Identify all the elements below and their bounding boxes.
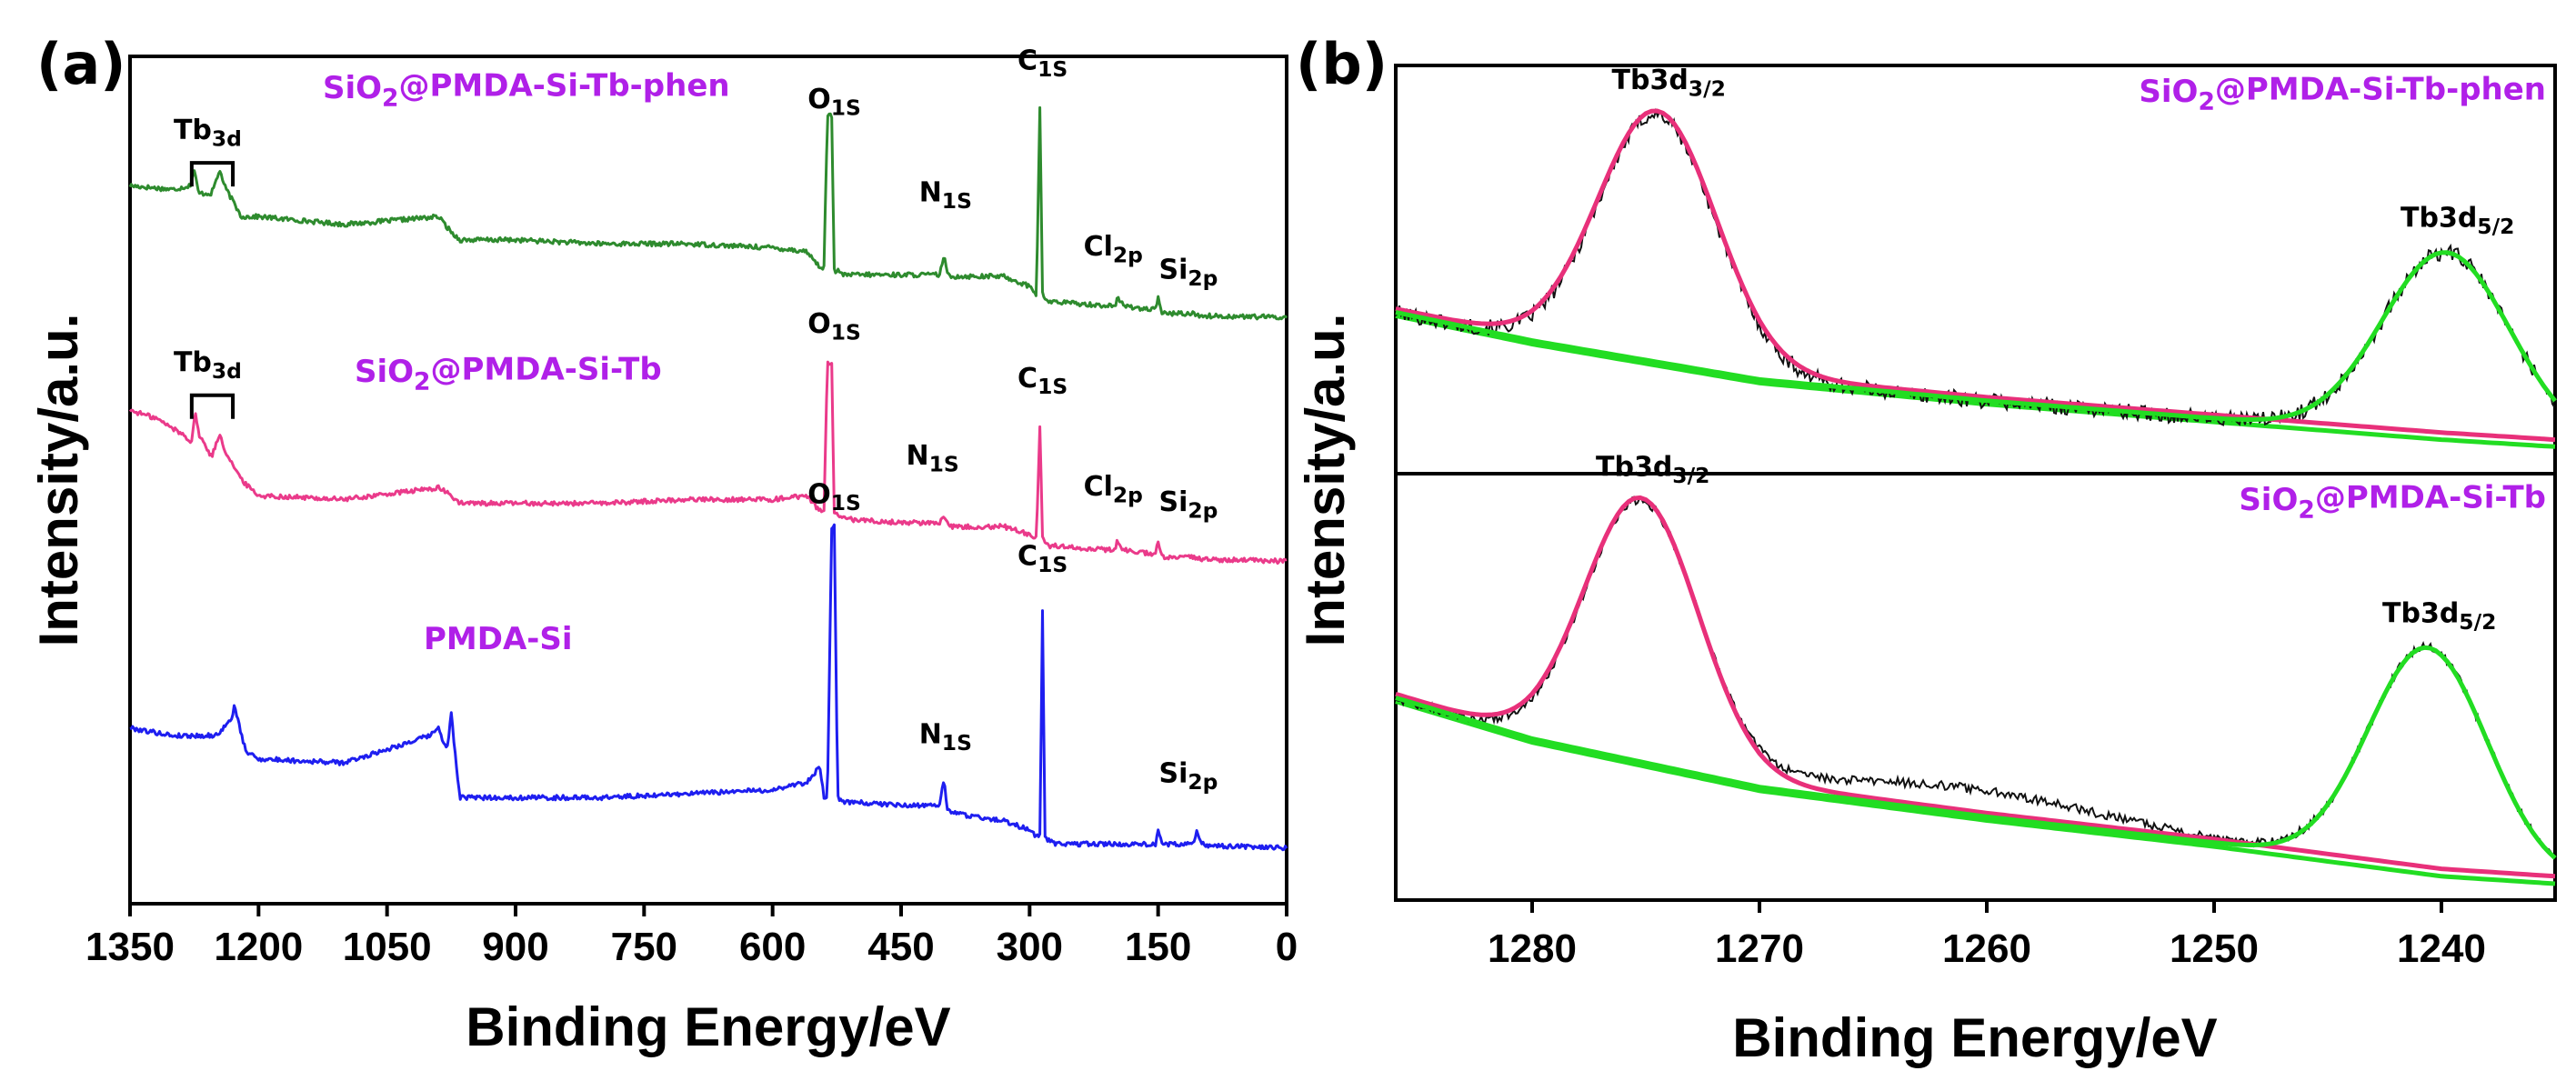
panel-a-ticks: 1350 1200 1050 900 750 600 450 300 150 0 (85, 904, 1298, 969)
series-title-PMDA-Si: PMDA-Si (424, 621, 573, 657)
peak-fit-3-2 (1395, 495, 2556, 879)
panel-a-series: SiO2@PMDA-Si-Tb-phen SiO2@PMDA-Si-Tb PMDA-… (128, 68, 1288, 852)
a-xtick-label: 150 (1125, 925, 1191, 969)
baseline-fit (1395, 699, 2556, 886)
annotation-Si2p: Si2p (1159, 486, 1218, 523)
subplot-title: SiO2@PMDA-Si-Tb (2239, 480, 2546, 525)
annotation-C1S: C1S (1017, 45, 1067, 81)
annotation-Cl2p: Cl2p (1084, 471, 1143, 507)
subplot-title: SiO2@PMDA-Si-Tb-phen (2139, 72, 2546, 116)
annotation-Si2p: Si2p (1159, 757, 1218, 794)
annotation-Tb3d: Tb3d (174, 347, 242, 384)
panel-a-ylabel: Intensity/a.u. (28, 314, 89, 647)
raw-spectrum (1395, 107, 2555, 426)
a-xtick-label: 1350 (85, 925, 175, 969)
b-xtick-label: 1260 (1942, 926, 2031, 971)
a-xtick-label: 300 (997, 925, 1063, 969)
panel-b-frame (1394, 64, 2557, 902)
annotation-N1S: N1S (919, 719, 972, 756)
annotation-N1S: N1S (907, 440, 959, 476)
panel-a-xlabel: Binding Energy/eV (466, 996, 950, 1057)
b-xtick-label: 1270 (1715, 926, 1804, 971)
annotation-C1S: C1S (1017, 541, 1067, 577)
annotation-Si2p: Si2p (1159, 254, 1218, 290)
raw-spectrum (1395, 495, 2555, 857)
peak-label-5/2: Tb3d5/2 (2401, 203, 2514, 239)
a-xtick-label: 1050 (343, 925, 432, 969)
peak-label-3/2: Tb3d3/2 (1596, 452, 1709, 488)
panel-b-ticks: 1280 1270 1260 1250 1240 (1488, 900, 2486, 971)
peak-fit-5-2 (1395, 645, 2557, 860)
panel-a-frame (128, 55, 1288, 906)
b-xtick-label: 1250 (2170, 926, 2259, 971)
series-line-SiO2@PMDA-Si-Tb-phen (128, 105, 1288, 321)
a-xtick-label: 1200 (214, 925, 303, 969)
series-line-SiO2@PMDA-Si-Tb (128, 360, 1288, 566)
panel-b: (b) 1280 1270 1260 1250 1240 SiO2@PMDA-Si-Tb… (1295, 31, 2557, 1068)
a-xtick-label: 450 (867, 925, 934, 969)
annotation-O1S: O1S (807, 479, 861, 515)
peak-label-3/2: Tb3d3/2 (1612, 65, 1726, 101)
annotation-Cl2p: Cl2p (1084, 231, 1143, 267)
panel-a: (a) 1350 1200 1050 900 750 600 450 300 150 0 SiO2… (28, 31, 1298, 1057)
a-xtick-label: 750 (611, 925, 677, 969)
panel-b-series (1395, 107, 2557, 886)
panel-a-label: (a) (36, 31, 126, 97)
peak-fit-3-2 (1395, 108, 2556, 443)
series-title-SiO2@PMDA-Si-Tb-phen: SiO2@PMDA-Si-Tb-phen (323, 68, 730, 113)
a-xtick-label: 600 (739, 925, 806, 969)
peak-fit-5-2 (1395, 250, 2557, 422)
annotation-O1S: O1S (807, 308, 861, 345)
b-xtick-label: 1280 (1488, 926, 1577, 971)
baseline-fit (1395, 313, 2556, 449)
peak-label-5/2: Tb3d5/2 (2382, 597, 2496, 634)
annotation-O1S: O1S (807, 84, 861, 120)
b-xtick-label: 1240 (2397, 926, 2486, 971)
panel-b-label: (b) (1296, 31, 1388, 97)
a-xtick-label: 900 (482, 925, 548, 969)
tb3d-bracket (189, 161, 236, 187)
panel-a-annotations: Tb3d O1S N1S C1S Cl2p Si2p Tb3d O1S N1S C1S Cl2p Si… (174, 45, 1218, 794)
annotation-C1S: C1S (1017, 363, 1067, 399)
annotation-N1S: N1S (919, 176, 972, 213)
panel-b-annotations: SiO2@PMDA-Si-Tb-phen Tb3d3/2 Tb3d5/2 SiO2@P… (1596, 65, 2546, 635)
a-xtick-label: 0 (1276, 925, 1298, 969)
series-line-PMDA-Si (129, 523, 1288, 852)
series-title-SiO2@PMDA-Si-Tb: SiO2@PMDA-Si-Tb (355, 352, 662, 396)
tb3d-bracket (189, 393, 236, 419)
annotation-Tb3d: Tb3d (174, 115, 242, 151)
panel-b-ylabel: Intensity/a.u. (1295, 314, 1356, 647)
panel-b-xlabel: Binding Energy/eV (1732, 1007, 2217, 1068)
